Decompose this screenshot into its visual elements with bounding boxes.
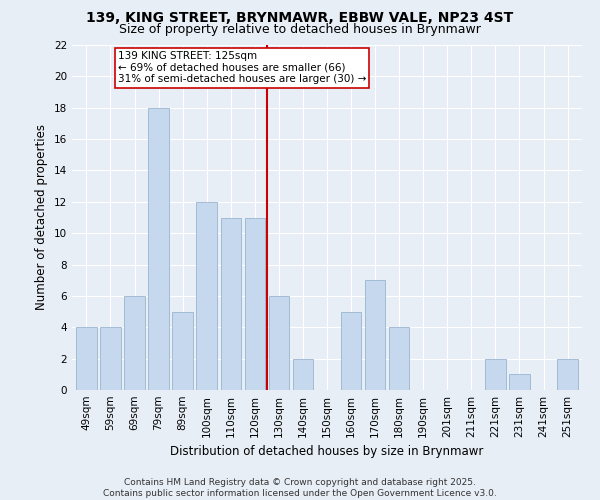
Y-axis label: Number of detached properties: Number of detached properties (35, 124, 49, 310)
Bar (269, 296, 289, 390)
Bar (293, 358, 313, 390)
Bar (341, 312, 361, 390)
Bar (557, 358, 578, 390)
Bar (76, 328, 97, 390)
Text: Contains HM Land Registry data © Crown copyright and database right 2025.
Contai: Contains HM Land Registry data © Crown c… (103, 478, 497, 498)
Bar (172, 312, 193, 390)
Text: 139 KING STREET: 125sqm
← 69% of detached houses are smaller (66)
31% of semi-de: 139 KING STREET: 125sqm ← 69% of detache… (118, 52, 366, 84)
Bar (245, 218, 265, 390)
Bar (509, 374, 530, 390)
X-axis label: Distribution of detached houses by size in Brynmawr: Distribution of detached houses by size … (170, 446, 484, 458)
Text: 139, KING STREET, BRYNMAWR, EBBW VALE, NP23 4ST: 139, KING STREET, BRYNMAWR, EBBW VALE, N… (86, 11, 514, 25)
Bar (196, 202, 217, 390)
Bar (100, 328, 121, 390)
Bar (148, 108, 169, 390)
Bar (389, 328, 409, 390)
Bar (221, 218, 241, 390)
Bar (485, 358, 506, 390)
Bar (124, 296, 145, 390)
Bar (365, 280, 385, 390)
Text: Size of property relative to detached houses in Brynmawr: Size of property relative to detached ho… (119, 22, 481, 36)
